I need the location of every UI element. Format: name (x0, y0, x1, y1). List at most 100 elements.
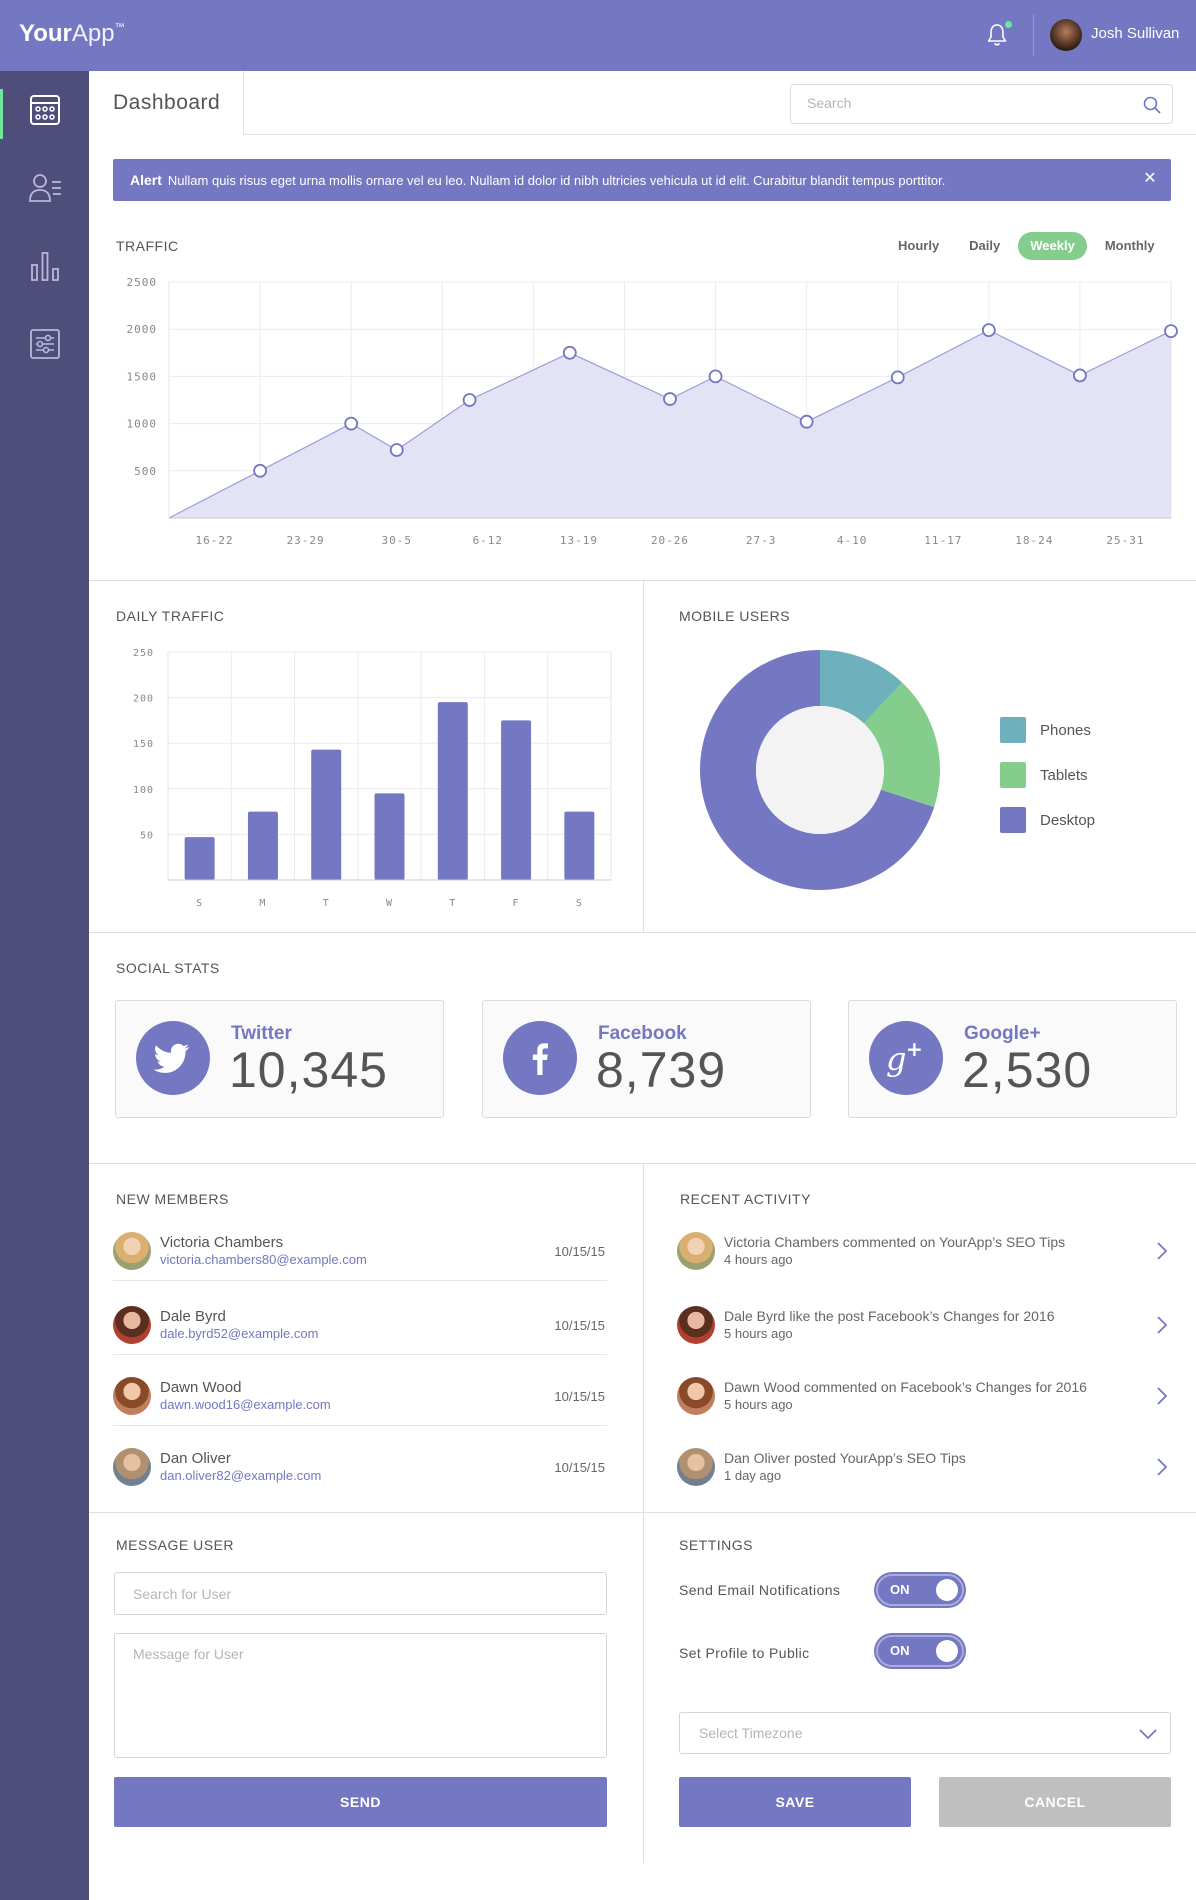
member-email[interactable]: dale.byrd52@example.com (160, 1326, 319, 1341)
new-members-title: NEW MEMBERS (116, 1191, 229, 1207)
chevron-right-icon[interactable] (1155, 1456, 1169, 1478)
sidebar-item-dashboard[interactable] (0, 71, 89, 149)
x-tick-label: 13-19 (560, 534, 598, 547)
member-email[interactable]: victoria.chambers80@example.com (160, 1252, 367, 1267)
member-row[interactable]: Dan Oliver dan.oliver82@example.com 10/15/… (113, 1448, 605, 1520)
logo-light: App (71, 20, 115, 47)
traffic-point[interactable] (890, 370, 905, 385)
donut-slice-desktop[interactable] (700, 650, 935, 890)
avatar[interactable] (1050, 19, 1082, 51)
chevron-right-icon[interactable] (1155, 1314, 1169, 1336)
bar[interactable] (437, 702, 468, 880)
bar[interactable] (564, 811, 595, 880)
legend-swatch (1000, 717, 1026, 743)
social-count: 2,530 (962, 1042, 1093, 1098)
search-user-input[interactable] (114, 1572, 607, 1615)
bar[interactable] (311, 749, 342, 880)
member-email[interactable]: dawn.wood16@example.com (160, 1397, 331, 1412)
timezone-select[interactable]: Select Timezone (679, 1712, 1171, 1754)
cancel-button[interactable]: CANCEL (939, 1777, 1171, 1827)
range-tab-weekly[interactable]: Weekly (1018, 232, 1087, 260)
activity-row[interactable]: Dawn Wood commented on Facebook’s Change… (677, 1377, 1169, 1449)
member-name: Dale Byrd (160, 1308, 226, 1325)
traffic-point[interactable] (344, 416, 359, 431)
sidebar-item-settings[interactable] (0, 305, 89, 383)
logo-bold: Your (19, 20, 72, 47)
x-tick-label: S (196, 898, 203, 909)
chevron-right-icon[interactable] (1155, 1385, 1169, 1407)
facebook-icon (503, 1021, 577, 1095)
traffic-point[interactable] (462, 393, 477, 407)
member-row[interactable]: Victoria Chambers victoria.chambers80@exa… (113, 1232, 605, 1304)
x-tick-label: 20-26 (651, 534, 689, 547)
member-name: Dan Oliver (160, 1450, 231, 1467)
bar[interactable] (374, 793, 405, 880)
user-list-icon (28, 174, 61, 202)
social-stats-title: SOCIAL STATS (116, 960, 220, 976)
range-tab-daily[interactable]: Daily (969, 238, 1001, 253)
bar[interactable] (247, 811, 278, 880)
x-tick-label: 6-12 (473, 534, 504, 547)
user-name[interactable]: Josh Sullivan (1091, 25, 1180, 42)
email-notifications-toggle[interactable]: ON (876, 1574, 964, 1606)
x-tick-label: 18-24 (1015, 534, 1053, 547)
close-icon[interactable]: ✕ (1143, 170, 1157, 187)
mobile-users-chart (700, 650, 940, 890)
page-title[interactable]: Dashboard (89, 71, 244, 135)
traffic-point[interactable] (981, 323, 996, 338)
social-card-google-plus[interactable]: g + Google+ 2,530 (848, 1000, 1177, 1118)
member-name: Dawn Wood (160, 1379, 242, 1396)
legend-label: Phones (1040, 721, 1091, 739)
bell-icon[interactable] (984, 22, 1010, 48)
member-email[interactable]: dan.oliver82@example.com (160, 1468, 322, 1483)
range-tab-monthly[interactable]: Monthly (1104, 238, 1155, 253)
search-input[interactable] (807, 95, 1127, 111)
sidebar-item-users[interactable] (0, 149, 89, 227)
traffic-range-tabs: Hourly Daily Weekly Monthly (880, 232, 1167, 260)
traffic-point[interactable] (1073, 368, 1087, 383)
activity-row[interactable]: Dan Oliver posted YourApp’s SEO Tips 1 da… (677, 1448, 1169, 1520)
profile-public-toggle[interactable]: ON (876, 1635, 964, 1667)
section-divider (89, 1163, 1196, 1164)
traffic-point[interactable] (389, 443, 404, 457)
activity-row[interactable]: Dale Byrd like the post Facebook’s Chang… (677, 1306, 1169, 1378)
social-name: Twitter (231, 1023, 292, 1044)
twitter-icon (136, 1021, 210, 1095)
x-tick-label: M (259, 898, 266, 909)
traffic-point[interactable] (708, 369, 723, 384)
traffic-point[interactable] (562, 345, 577, 360)
x-tick-label: F (513, 898, 520, 909)
activity-row[interactable]: Victoria Chambers commented on YourApp’s… (677, 1232, 1169, 1304)
donut-slice-phones[interactable] (820, 650, 903, 724)
message-textarea[interactable] (114, 1633, 607, 1758)
social-card-facebook[interactable]: Facebook 8,739 (482, 1000, 811, 1118)
range-tab-hourly[interactable]: Hourly (898, 238, 940, 253)
chevron-right-icon[interactable] (1155, 1240, 1169, 1262)
traffic-point[interactable] (663, 392, 677, 406)
app-logo[interactable]: YourApp™ (19, 20, 125, 48)
section-divider (89, 580, 1196, 581)
x-tick-label: 23-29 (287, 534, 325, 547)
member-row[interactable]: Dale Byrd dale.byrd52@example.com 10/15/15 (113, 1306, 605, 1378)
save-button[interactable]: SAVE (679, 1777, 911, 1827)
send-button[interactable]: SEND (114, 1777, 607, 1827)
settings-title: SETTINGS (679, 1537, 754, 1553)
search-box[interactable] (790, 84, 1173, 124)
traffic-point[interactable] (799, 414, 814, 429)
search-icon[interactable] (1142, 95, 1162, 115)
activity-text: Dale Byrd like the post Facebook’s Chang… (724, 1308, 1055, 1324)
traffic-point[interactable] (1164, 324, 1178, 338)
alert-label: Alert (130, 172, 162, 188)
avatar (113, 1306, 151, 1344)
member-row[interactable]: Dawn Wood dawn.wood16@example.com 10/15/15 (113, 1377, 605, 1449)
alert-message: Nullam quis risus eget urna mollis ornar… (167, 173, 946, 188)
social-card-twitter[interactable]: Twitter 10,345 (115, 1000, 444, 1118)
donut-hole (756, 706, 884, 834)
bar[interactable] (184, 837, 215, 880)
sidebar-item-stats[interactable] (0, 227, 89, 305)
donut-slice-tablets[interactable] (863, 682, 940, 808)
sidebar (0, 71, 89, 1900)
traffic-point[interactable] (253, 463, 267, 478)
y-tick-label: 2500 (127, 276, 158, 289)
bar[interactable] (501, 720, 532, 880)
